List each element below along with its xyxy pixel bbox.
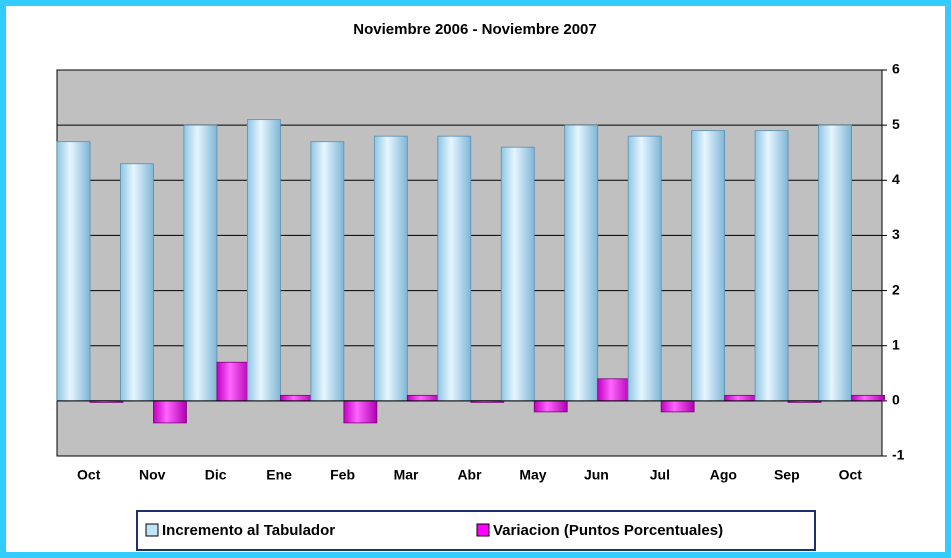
x-tick-label: Mar <box>394 467 419 483</box>
y-tick-label: 4 <box>892 171 900 187</box>
legend-label: Incremento al Tabulador <box>162 522 335 539</box>
bar <box>754 130 789 402</box>
x-tick-label: Oct <box>77 467 101 483</box>
x-tick-label: Ene <box>266 467 292 483</box>
y-tick-label: 1 <box>892 336 900 352</box>
x-tick-label: Feb <box>330 467 355 483</box>
bar <box>246 119 281 402</box>
x-tick-label: Jul <box>650 467 670 483</box>
bar <box>533 400 568 413</box>
bar <box>437 135 472 402</box>
bar <box>343 400 378 424</box>
bar <box>279 394 314 402</box>
bar <box>597 378 632 402</box>
x-tick-label: Jun <box>584 467 609 483</box>
bar <box>724 394 759 402</box>
legend-label: Variacion (Puntos Porcentuales) <box>493 522 723 539</box>
x-tick-label: Oct <box>839 467 863 483</box>
x-tick-label: Nov <box>139 467 166 483</box>
bar <box>818 124 852 402</box>
legend <box>136 510 816 551</box>
bar <box>56 141 91 402</box>
x-tick-label: Sep <box>774 467 800 483</box>
chart-title: Noviembre 2006 - Noviembre 2007 <box>353 21 596 38</box>
bar <box>406 394 441 402</box>
bar <box>373 135 408 402</box>
bar <box>183 124 218 402</box>
bar <box>564 124 599 402</box>
bar <box>691 130 726 402</box>
y-tick-label: 6 <box>892 61 900 77</box>
y-tick-label: -1 <box>892 447 905 463</box>
x-tick-label: Ago <box>710 467 737 483</box>
y-tick-label: 3 <box>892 226 900 242</box>
bar <box>500 146 535 402</box>
bar <box>310 141 345 402</box>
x-tick-label: Dic <box>205 467 227 483</box>
bar <box>627 135 662 402</box>
y-tick-label: 2 <box>892 281 900 297</box>
y-tick-label: 0 <box>892 392 900 408</box>
bar <box>851 394 885 402</box>
x-tick-label: May <box>519 467 546 483</box>
y-tick-label: 5 <box>892 116 900 132</box>
legend-swatch <box>476 523 490 537</box>
x-tick-label: Abr <box>457 467 482 483</box>
bar <box>660 400 695 413</box>
bar <box>216 361 251 402</box>
legend-swatch <box>145 523 159 537</box>
bar <box>153 400 187 424</box>
bar <box>120 163 154 402</box>
